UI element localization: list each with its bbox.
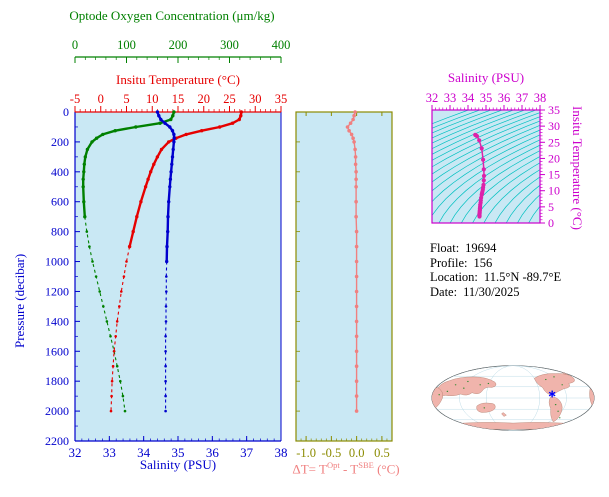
svg-text:36: 36 xyxy=(206,445,220,460)
location-label: Location: xyxy=(430,270,478,284)
svg-text:32: 32 xyxy=(426,91,439,105)
profile-label: Profile: xyxy=(430,255,468,270)
svg-text:1400: 1400 xyxy=(45,314,69,328)
float-position-marker xyxy=(548,391,556,397)
svg-text:35: 35 xyxy=(172,445,185,460)
svg-text:34: 34 xyxy=(137,445,151,460)
ts-plot: 32 33 34 35 36 37 38 0 5 10 15 20 25 30 35 xyxy=(426,91,560,230)
pressure-axis-title: Pressure (decibar) xyxy=(12,253,27,348)
oxygen-axis-title: Optode Oxygen Concentration (μm/kg) xyxy=(69,8,275,23)
svg-text:1800: 1800 xyxy=(45,374,69,388)
svg-text:25: 25 xyxy=(223,92,236,106)
svg-text:0.5: 0.5 xyxy=(374,446,390,460)
float-value: 19694 xyxy=(465,241,497,255)
svg-text:10: 10 xyxy=(146,92,159,106)
svg-text:1600: 1600 xyxy=(45,344,69,358)
svg-text:35: 35 xyxy=(275,92,288,106)
float-info-row-date: Date: 11/30/2025 xyxy=(430,285,561,300)
svg-text:20: 20 xyxy=(548,151,560,165)
svg-text:200: 200 xyxy=(51,135,69,149)
delta-plot: -1.0 -0.5 0.0 0.5 xyxy=(295,110,393,460)
svg-text:38: 38 xyxy=(534,91,547,105)
float-info-row-profile: Profile: 156 xyxy=(430,256,561,271)
float-label: Float: xyxy=(430,241,460,255)
svg-text:34: 34 xyxy=(462,91,475,105)
svg-text:38: 38 xyxy=(275,445,288,460)
svg-text:400: 400 xyxy=(51,165,69,179)
svg-text:600: 600 xyxy=(51,195,69,209)
svg-text:33: 33 xyxy=(444,91,457,105)
profile-plot: 0200400600800100012001400160018002000220… xyxy=(45,38,290,460)
svg-text:-5: -5 xyxy=(70,92,80,106)
svg-text:5: 5 xyxy=(548,200,554,214)
delta-title-part2: - T xyxy=(339,461,359,477)
svg-text:-1.0: -1.0 xyxy=(296,446,316,460)
svg-text:5: 5 xyxy=(123,92,129,106)
svg-text:2200: 2200 xyxy=(45,434,69,448)
date-label: Date: xyxy=(430,284,458,299)
svg-text:800: 800 xyxy=(51,225,69,239)
location-value: 11.5°N -89.7°E xyxy=(483,270,562,284)
svg-text:35: 35 xyxy=(548,103,560,117)
svg-text:100: 100 xyxy=(117,38,136,52)
delta-title-sup-sbe: SBE xyxy=(358,460,374,470)
svg-text:20: 20 xyxy=(198,92,211,106)
svg-text:0: 0 xyxy=(548,216,554,230)
ts-salinity-axis-title: Salinity (PSU) xyxy=(447,70,525,85)
temperature-axis-title: Insitu Temperature (°C) xyxy=(116,72,240,87)
svg-text:1000: 1000 xyxy=(45,255,69,269)
float-info-block: Float: 19694 Profile: 156 Location: 11.5°N … xyxy=(430,241,561,299)
svg-text:37: 37 xyxy=(516,91,529,105)
delta-axis-title: ΔT= TOpt - TSBE (°C) xyxy=(290,458,402,476)
float-info-row-float: Float: 19694 xyxy=(430,241,561,256)
delta-title-part3: (°C) xyxy=(373,461,400,477)
float-info-row-location: Location: 11.5°N -89.7°E xyxy=(430,270,561,285)
svg-text:400: 400 xyxy=(272,38,291,52)
svg-text:15: 15 xyxy=(172,92,185,106)
salinity-axis-title: Salinity (PSU) xyxy=(139,457,217,472)
svg-text:0.0: 0.0 xyxy=(349,446,365,460)
svg-text:30: 30 xyxy=(548,119,560,133)
svg-text:32: 32 xyxy=(69,445,82,460)
svg-text:-0.5: -0.5 xyxy=(321,446,341,460)
date-value: 11/30/2025 xyxy=(463,284,520,299)
svg-text:0: 0 xyxy=(72,38,78,52)
svg-text:25: 25 xyxy=(548,135,560,149)
svg-text:0: 0 xyxy=(63,105,69,119)
isopycnal-contours xyxy=(432,110,540,223)
world-map xyxy=(431,365,595,431)
svg-text:35: 35 xyxy=(480,91,493,105)
delta-title-part1: ΔT= T xyxy=(292,461,327,477)
svg-text:10: 10 xyxy=(548,184,560,198)
svg-text:33: 33 xyxy=(103,445,116,460)
svg-text:1200: 1200 xyxy=(45,284,69,298)
svg-text:30: 30 xyxy=(249,92,262,106)
svg-text:0: 0 xyxy=(98,92,104,106)
svg-text:200: 200 xyxy=(169,38,188,52)
profile-value: 156 xyxy=(473,255,493,270)
svg-text:15: 15 xyxy=(548,168,560,182)
ts-temperature-axis-title: Insitu Temperature (°C) xyxy=(570,106,585,230)
delta-title-sup-opt: Opt xyxy=(326,460,340,470)
svg-text:300: 300 xyxy=(220,38,239,52)
svg-text:37: 37 xyxy=(240,445,254,460)
svg-text:2000: 2000 xyxy=(45,404,69,418)
svg-text:36: 36 xyxy=(498,91,511,105)
